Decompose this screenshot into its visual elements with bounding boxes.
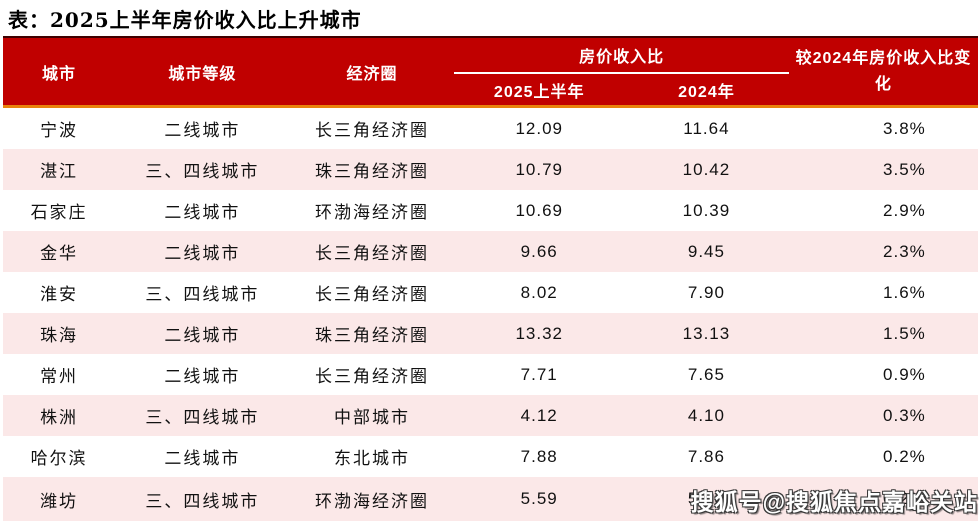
cell-tier: 二线城市 xyxy=(164,367,241,387)
cell-zone: 长三角经济圈 xyxy=(289,231,455,272)
cell-city: 湛江 xyxy=(3,149,116,190)
cell-2025h1: 13.32 xyxy=(454,313,625,354)
table-header: 城市 城市等级 经济圈 房价收入比 较2024年房价收入比变化 2025上半年 … xyxy=(3,37,978,107)
cell-2024: 11.64 xyxy=(683,118,730,138)
cell-change: 1.5% xyxy=(788,313,978,354)
column-header-2024: 2024年 xyxy=(624,73,789,107)
table-row: 珠海 二线城市 珠三角经济圈 13.32 13.13 1.5% xyxy=(3,313,978,354)
cell-tier: 二线城市 xyxy=(164,121,241,141)
table-row: 宁波 二线城市 长三角经济圈 12.09 11.64 3.8% xyxy=(3,107,978,150)
cell-zone: 环渤海经济圈 xyxy=(289,477,455,521)
table-row: 潍坊 三、四线城市 环渤海经济圈 5.59 5.58 0.2% xyxy=(3,477,978,521)
cell-zone: 中部城市 xyxy=(289,395,455,436)
table-row: 株洲 三、四线城市 中部城市 4.12 4.10 0.3% xyxy=(3,395,978,436)
cell-2025h1: 4.12 xyxy=(454,395,625,436)
cell-2025h1: 8.02 xyxy=(520,282,558,302)
cell-2024: 5.58 xyxy=(624,477,789,521)
cell-change: 2.3% xyxy=(788,231,978,272)
data-table-wrapper: 城市 城市等级 经济圈 房价收入比 较2024年房价收入比变化 2025上半年 … xyxy=(3,36,978,522)
cell-tier: 二线城市 xyxy=(115,231,290,272)
cell-tier: 二线城市 xyxy=(164,203,241,223)
cell-city: 淮安 xyxy=(40,285,79,305)
table-title: 表：2025上半年房价收入比上升城市 xyxy=(8,8,362,32)
cell-city: 金华 xyxy=(3,231,116,272)
cell-city: 宁波 xyxy=(40,121,79,141)
cell-2024: 4.10 xyxy=(624,395,789,436)
table-row: 金华 二线城市 长三角经济圈 9.66 9.45 2.3% xyxy=(3,231,978,272)
cell-change: 3.5% xyxy=(788,149,978,190)
price-income-ratio-table: 城市 城市等级 经济圈 房价收入比 较2024年房价收入比变化 2025上半年 … xyxy=(3,36,978,521)
sohu-watermark: 搜狐号@搜狐焦点嘉峪关站 xyxy=(690,489,978,515)
cell-city: 石家庄 xyxy=(30,203,88,223)
cell-2025h1: 5.59 xyxy=(454,477,625,521)
cell-2024: 9.45 xyxy=(624,231,789,272)
cell-change: 3.8% xyxy=(883,118,926,138)
cell-tier: 三、四线城市 xyxy=(145,285,260,305)
cell-city: 常州 xyxy=(40,367,79,387)
cell-zone: 珠三角经济圈 xyxy=(289,313,455,354)
cell-zone: 长三角经济圈 xyxy=(315,121,430,141)
cell-2025h1: 7.71 xyxy=(520,364,558,384)
column-header-ratio-group: 房价收入比 xyxy=(454,37,789,74)
table-row: 淮安 三、四线城市 长三角经济圈 8.02 7.90 1.6% xyxy=(3,272,978,313)
cell-2024: 7.65 xyxy=(687,364,725,384)
table-body: 宁波 二线城市 长三角经济圈 12.09 11.64 3.8% 湛江 三、四线城… xyxy=(3,107,978,521)
cell-city: 株洲 xyxy=(3,395,116,436)
column-header-change: 较2024年房价收入比变化 xyxy=(788,37,978,107)
cell-tier: 二线城市 xyxy=(115,313,290,354)
cell-city: 潍坊 xyxy=(3,477,116,521)
cell-zone: 东北城市 xyxy=(334,449,411,469)
cell-change: 0.9% xyxy=(883,364,926,384)
cell-zone: 珠三角经济圈 xyxy=(289,149,455,190)
table-row: 常州 二线城市 长三角经济圈 7.71 7.65 0.9% xyxy=(3,354,978,395)
column-header-zone: 经济圈 xyxy=(289,37,455,107)
table-row: 石家庄 二线城市 环渤海经济圈 10.69 10.39 2.9% xyxy=(3,190,978,231)
cell-2025h1: 9.66 xyxy=(454,231,625,272)
cell-2024: 10.39 xyxy=(682,200,731,220)
cell-tier: 三、四线城市 xyxy=(115,149,290,190)
cell-2025h1: 10.79 xyxy=(454,149,625,190)
cell-change: 0.2% xyxy=(788,477,978,521)
cell-zone: 长三角经济圈 xyxy=(315,285,430,305)
cell-2025h1: 7.88 xyxy=(520,446,558,466)
cell-zone: 环渤海经济圈 xyxy=(315,203,430,223)
cell-change: 1.6% xyxy=(883,282,926,302)
cell-zone: 长三角经济圈 xyxy=(315,367,430,387)
cell-change: 0.3% xyxy=(788,395,978,436)
cell-2024: 7.86 xyxy=(687,446,725,466)
cell-tier: 三、四线城市 xyxy=(115,395,290,436)
cell-tier: 二线城市 xyxy=(164,449,241,469)
column-header-city: 城市 xyxy=(3,37,116,107)
cell-tier: 三、四线城市 xyxy=(115,477,290,521)
cell-city: 哈尔滨 xyxy=(30,449,88,469)
table-row: 哈尔滨 二线城市 东北城市 7.88 7.86 0.2% xyxy=(3,436,978,477)
cell-change: 2.9% xyxy=(883,200,926,220)
cell-city: 珠海 xyxy=(3,313,116,354)
cell-2025h1: 10.69 xyxy=(515,200,563,220)
table-row: 湛江 三、四线城市 珠三角经济圈 10.79 10.42 3.5% xyxy=(3,149,978,190)
cell-2024: 7.90 xyxy=(687,282,725,302)
cell-2025h1: 12.09 xyxy=(515,118,563,138)
cell-2024: 13.13 xyxy=(624,313,789,354)
cell-2024: 10.42 xyxy=(624,149,789,190)
column-header-tier: 城市等级 xyxy=(115,37,290,107)
column-header-2025h1: 2025上半年 xyxy=(454,73,625,107)
cell-change: 0.2% xyxy=(883,446,926,466)
